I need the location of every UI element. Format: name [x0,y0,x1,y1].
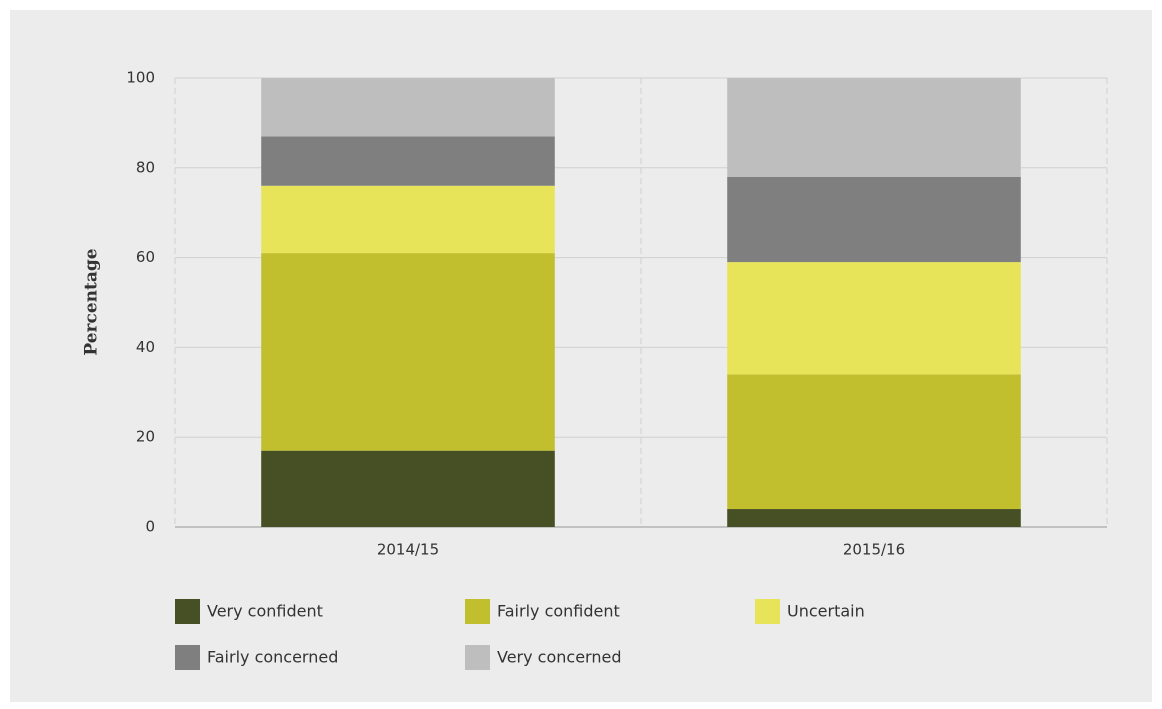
x-tick-label: 2014/15 [377,541,439,559]
legend-label: Very concerned [497,648,621,667]
bar-segment [261,253,555,451]
legend-label: Uncertain [787,602,865,621]
bar-segment [261,450,555,527]
legend-swatch [755,599,780,624]
legend-label: Fairly confident [497,602,620,621]
legend-label: Very confident [207,602,323,621]
legend-swatch [175,645,200,670]
y-tick-label: 40 [136,338,155,356]
y-axis-label: Percentage [82,248,102,355]
bar-segment [261,185,555,254]
bar-segment [727,509,1021,527]
legend-label: Fairly concerned [207,648,338,667]
x-tick-label: 2015/16 [843,541,905,559]
bar-segment [261,136,555,186]
y-tick-label: 0 [145,518,155,536]
legend-swatch [175,599,200,624]
bar-segment [727,374,1021,510]
y-tick-label: 80 [136,158,155,176]
legend-swatch [465,599,490,624]
y-tick-label: 20 [136,428,155,446]
bar-segment [261,78,555,137]
bar-segment [727,78,1021,177]
bar-segment [727,262,1021,375]
legend-swatch [465,645,490,670]
y-tick-label: 60 [136,248,155,266]
y-tick-label: 100 [126,69,155,87]
bar-segment [727,176,1021,263]
